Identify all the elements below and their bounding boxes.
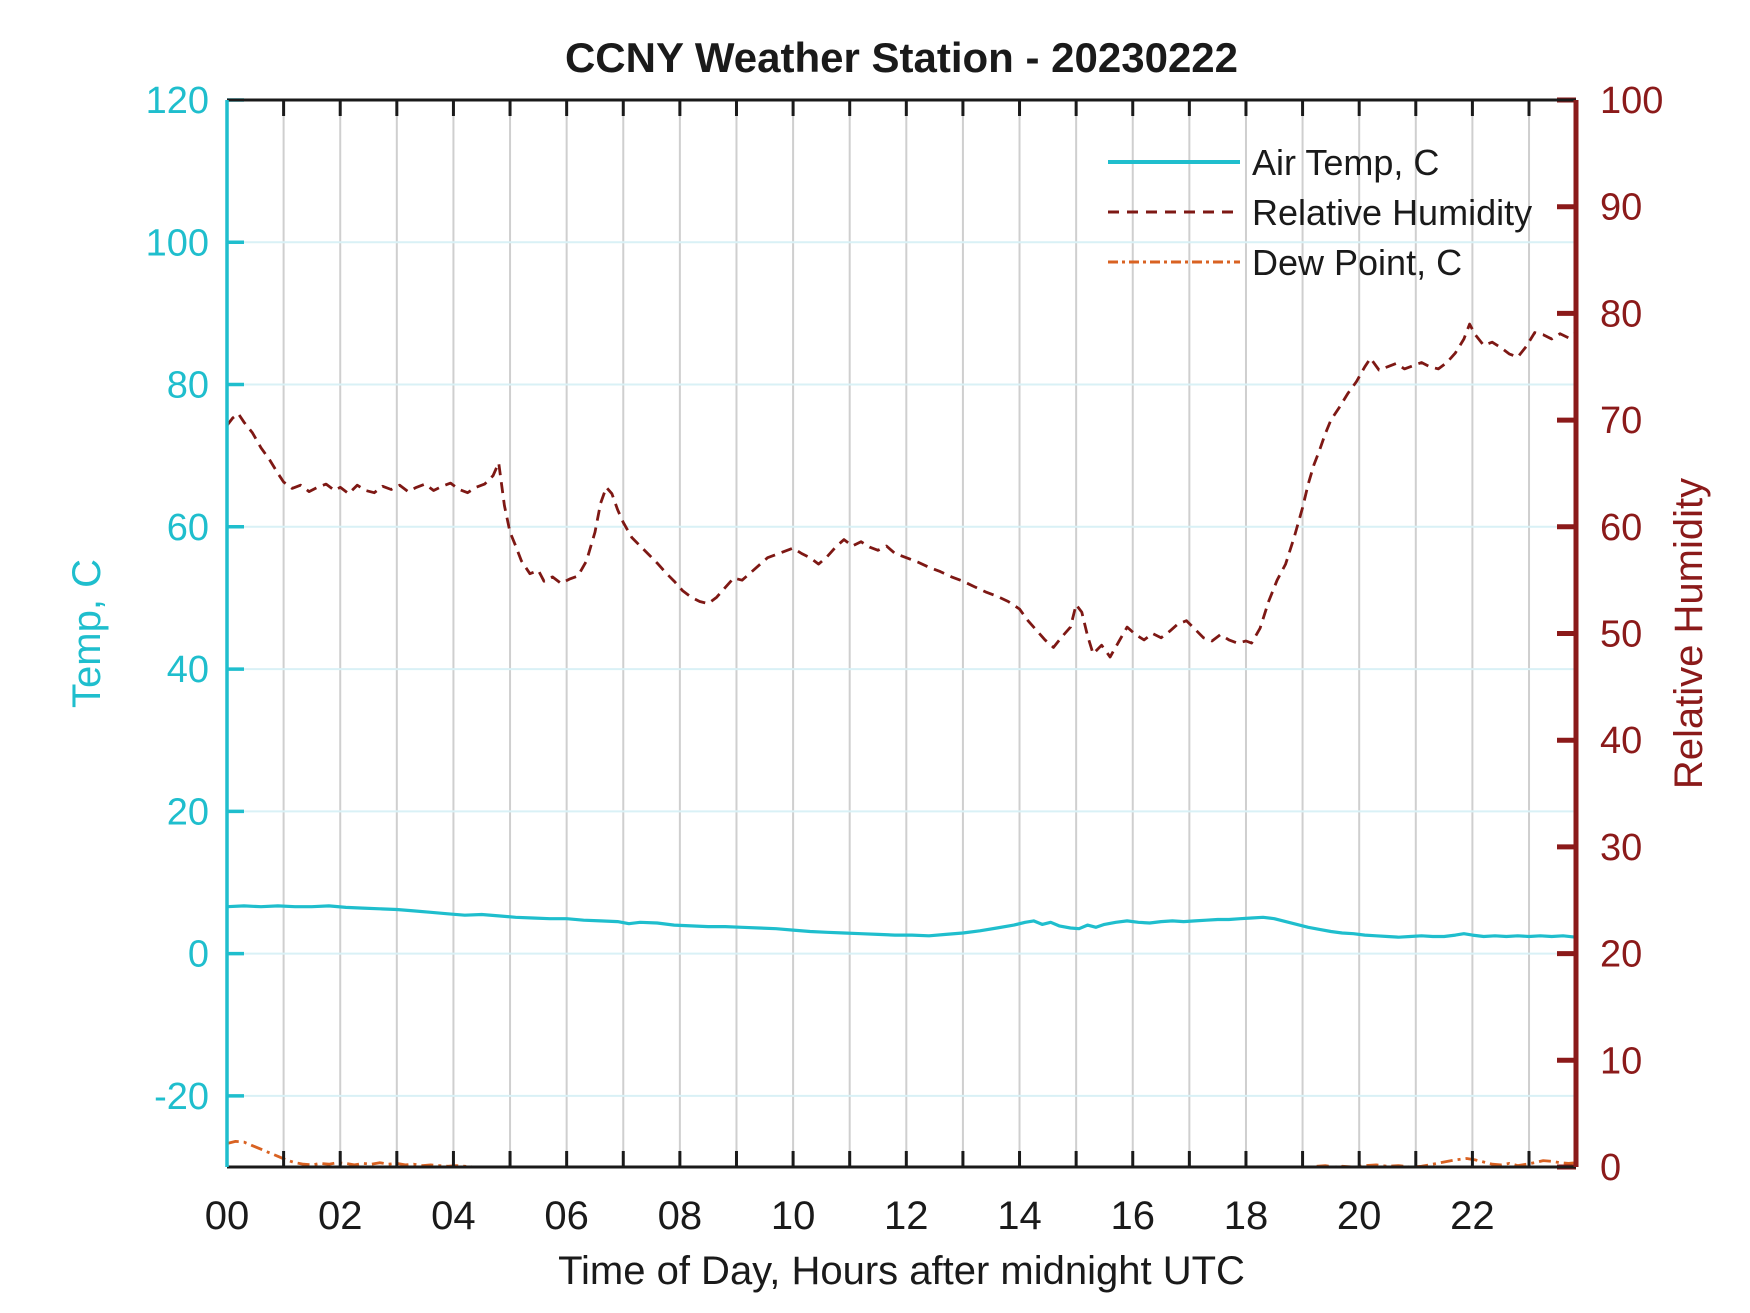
x-tick-label: 12 xyxy=(884,1194,929,1238)
grid xyxy=(227,100,1576,1167)
left-axis-label: Temp, C xyxy=(65,559,109,708)
chart-title: CCNY Weather Station - 20230222 xyxy=(565,34,1238,81)
series-air_temp xyxy=(226,904,1577,939)
right-tick-label: 60 xyxy=(1600,507,1642,549)
left-tick-label: 60 xyxy=(167,507,209,549)
right-tick-label: 90 xyxy=(1600,187,1642,229)
right-tick-label: 70 xyxy=(1600,400,1642,442)
legend-label: Air Temp, C xyxy=(1252,142,1439,183)
x-axis-label: Time of Day, Hours after midnight UTC xyxy=(558,1249,1245,1293)
x-tick-label: 04 xyxy=(431,1194,476,1238)
series-relative_humidity xyxy=(225,322,1577,659)
x-tick-label: 00 xyxy=(205,1194,250,1238)
x-tick-label: 10 xyxy=(771,1194,816,1238)
legend: Air Temp, C Relative Humidity Dew Point, C xyxy=(1108,142,1532,283)
legend-item-dew_point: Dew Point, C xyxy=(1108,242,1462,283)
right-tick-label: 40 xyxy=(1600,720,1642,762)
right-tick-label: 100 xyxy=(1600,80,1663,122)
x-tick-label: 18 xyxy=(1224,1194,1269,1238)
x-tick-label: 22 xyxy=(1450,1194,1495,1238)
x-tick-label: 20 xyxy=(1337,1194,1382,1238)
right-tick-label: 0 xyxy=(1600,1147,1621,1189)
legend-item-relative_humidity: Relative Humidity xyxy=(1108,192,1532,233)
left-tick-label: 80 xyxy=(167,365,209,407)
left-tick-label: 0 xyxy=(188,934,209,976)
left-tick-label: 100 xyxy=(146,222,209,264)
left-tick-label: 120 xyxy=(146,80,209,122)
series xyxy=(225,322,1577,1169)
right-tick-label: 30 xyxy=(1600,827,1642,869)
right-axis-label: Relative Humidity xyxy=(1667,478,1711,789)
axes xyxy=(225,97,1576,1170)
right-tick-label: 50 xyxy=(1600,614,1642,656)
left-tick-label: 20 xyxy=(167,791,209,833)
right-tick-label: 20 xyxy=(1600,934,1642,976)
x-tick-label: 08 xyxy=(658,1194,703,1238)
right-tick-label: 10 xyxy=(1600,1040,1642,1082)
left-tick-label: 40 xyxy=(167,649,209,691)
x-tick-label: 14 xyxy=(997,1194,1042,1238)
right-tick-label: 80 xyxy=(1600,293,1642,335)
x-tick-label: 02 xyxy=(318,1194,363,1238)
series-dew_point xyxy=(226,1140,1577,1169)
legend-label: Dew Point, C xyxy=(1252,242,1462,283)
legend-label: Relative Humidity xyxy=(1252,192,1532,233)
x-tick-label: 16 xyxy=(1110,1194,1155,1238)
left-tick-label: -20 xyxy=(154,1076,209,1118)
x-tick-label: 06 xyxy=(544,1194,589,1238)
tick-labels: 00 02 04 06 08 10 12 14 16 18 20 22120100806040200-… xyxy=(146,80,1664,1238)
legend-item-air_temp: Air Temp, C xyxy=(1108,142,1439,183)
